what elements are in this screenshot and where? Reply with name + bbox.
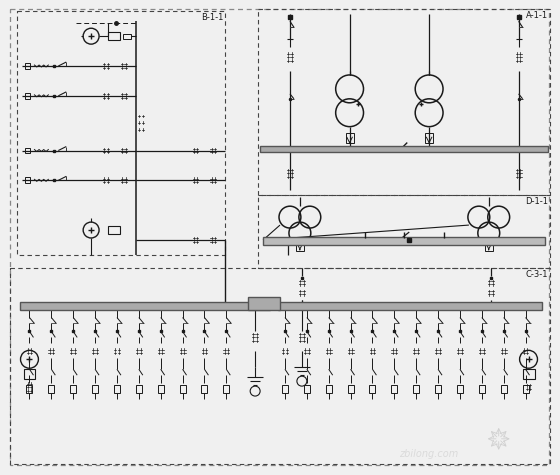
Bar xyxy=(258,195,550,268)
Bar xyxy=(202,385,207,393)
Bar xyxy=(413,385,419,393)
Bar xyxy=(26,385,32,393)
Bar xyxy=(25,148,30,153)
Bar xyxy=(114,385,120,393)
Bar xyxy=(346,133,353,142)
Bar xyxy=(485,241,493,251)
Bar xyxy=(24,369,35,379)
Bar xyxy=(248,297,280,310)
Bar xyxy=(425,133,433,142)
Bar xyxy=(25,63,30,69)
Bar xyxy=(260,145,548,152)
Bar xyxy=(70,385,76,393)
Bar xyxy=(258,10,550,195)
Text: C-3-1: C-3-1 xyxy=(526,270,548,279)
Bar xyxy=(48,385,54,393)
Bar xyxy=(263,237,545,245)
Bar xyxy=(522,369,534,379)
Bar xyxy=(296,241,304,251)
Bar xyxy=(180,385,185,393)
Bar xyxy=(457,385,463,393)
Bar xyxy=(158,385,164,393)
Bar xyxy=(25,93,30,99)
Bar xyxy=(278,302,543,310)
Text: D-1-1: D-1-1 xyxy=(525,197,548,206)
Text: A-1-1: A-1-1 xyxy=(526,11,548,20)
Bar xyxy=(17,11,225,255)
Bar xyxy=(223,385,229,393)
Bar xyxy=(20,302,270,310)
Bar xyxy=(10,268,550,464)
Text: zbilong.com: zbilong.com xyxy=(399,449,459,459)
Bar xyxy=(108,32,120,40)
Text: B-1-1: B-1-1 xyxy=(201,13,223,22)
Bar xyxy=(370,385,375,393)
Bar xyxy=(25,177,30,183)
Bar xyxy=(501,385,507,393)
Bar xyxy=(348,385,353,393)
Bar xyxy=(435,385,441,393)
Bar xyxy=(123,34,131,39)
Bar xyxy=(108,226,120,234)
Bar xyxy=(479,385,485,393)
Bar xyxy=(92,385,98,393)
Bar xyxy=(282,385,288,393)
Bar xyxy=(522,385,529,393)
Bar xyxy=(391,385,397,393)
Bar xyxy=(304,385,310,393)
Bar xyxy=(326,385,332,393)
Bar xyxy=(136,385,142,393)
